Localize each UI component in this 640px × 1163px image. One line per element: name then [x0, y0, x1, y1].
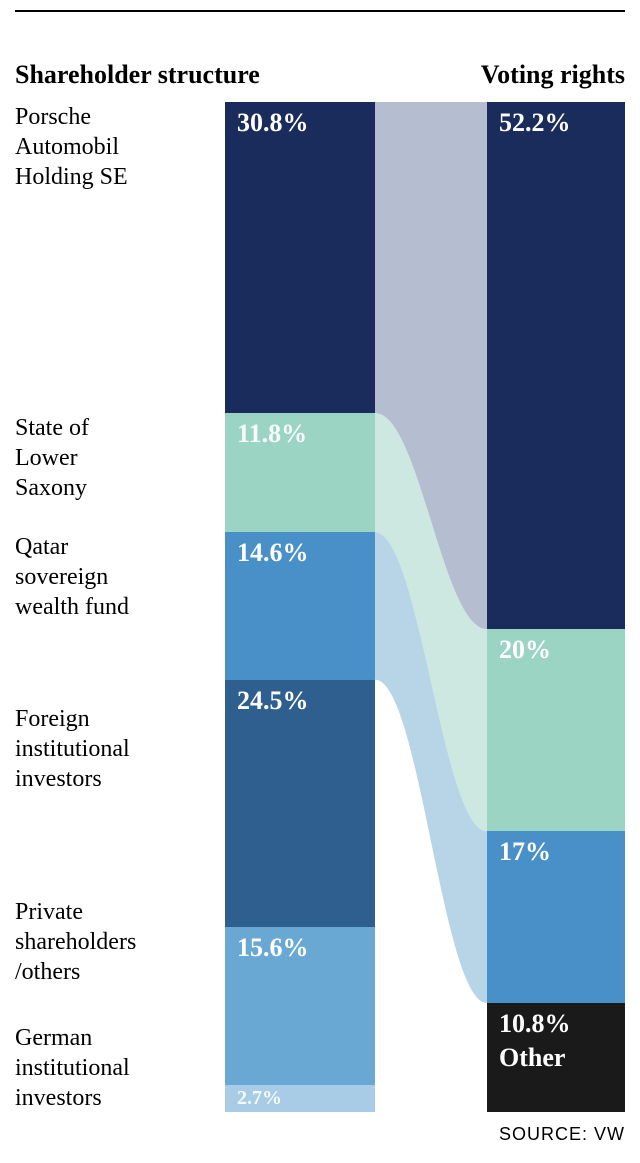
left-seg-porsche: 30.8%: [225, 102, 375, 413]
right-seg-qatar: 17%: [487, 831, 625, 1003]
cat-label-foreign: Foreigninstitutionalinvestors: [15, 704, 130, 794]
right-seg-other: 10.8% Other: [487, 1003, 625, 1112]
right-pct-porsche: 52.2%: [499, 108, 571, 138]
cat-label-private: Privateshareholders/others: [15, 897, 136, 987]
cat-label-german: Germaninstitutionalinvestors: [15, 1023, 130, 1113]
chart-source: SOURCE: VW: [499, 1124, 625, 1145]
cat-label-qatar: Qatarsovereignwealth fund: [15, 532, 129, 622]
left-seg-private: 15.6%: [225, 927, 375, 1085]
left-pct-saxony: 11.8%: [237, 419, 307, 449]
sankey-chart: 30.8% 11.8% 14.6% 24.5% 15.6% 2.7% 52.2% 20% 17…: [0, 102, 640, 1112]
left-pct-foreign: 24.5%: [237, 686, 309, 716]
cat-label-porsche: PorscheAutomobilHolding SE: [15, 102, 128, 192]
header-left: Shareholder structure: [15, 60, 260, 90]
flow-connectors: [375, 102, 487, 1112]
left-pct-qatar: 14.6%: [237, 538, 309, 568]
right-seg-saxony: 20%: [487, 629, 625, 831]
cat-label-saxony: State ofLowerSaxony: [15, 413, 89, 503]
left-seg-foreign: 24.5%: [225, 680, 375, 927]
left-pct-private: 15.6%: [237, 933, 309, 963]
header-right: Voting rights: [481, 60, 625, 90]
left-pct-porsche: 30.8%: [237, 108, 309, 138]
right-pct-qatar: 17%: [499, 837, 551, 867]
right-pct-saxony: 20%: [499, 635, 551, 665]
left-pct-german: 2.7%: [237, 1087, 282, 1110]
right-seg-porsche: 52.2%: [487, 102, 625, 629]
right-extra-other: Other: [499, 1043, 565, 1073]
header-rule: [15, 10, 625, 12]
left-seg-saxony: 11.8%: [225, 413, 375, 532]
right-pct-other: 10.8%: [499, 1009, 571, 1039]
left-seg-german: 2.7%: [225, 1085, 375, 1112]
left-seg-qatar: 14.6%: [225, 532, 375, 679]
